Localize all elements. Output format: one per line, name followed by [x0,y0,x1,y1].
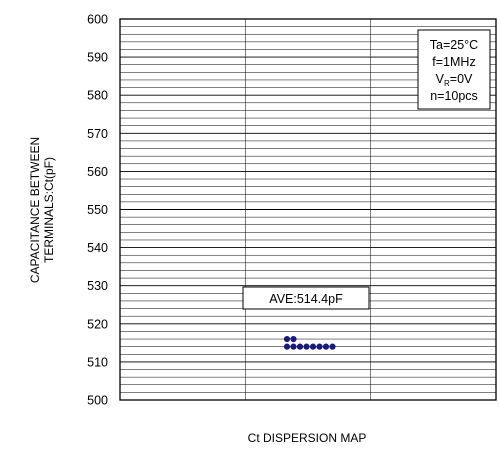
y-axis-ticks: 600 590 580 570 560 550 540 530 520 510 500 [87,13,108,408]
average-label: AVE:514.4pF [269,292,343,306]
y-tick-label: 580 [87,89,108,103]
data-point [296,343,304,350]
average-label-box: AVE:514.4pF [242,286,370,310]
cond-vr-sub: R [444,79,450,88]
y-tick-label: 530 [87,279,108,293]
data-point [283,335,291,343]
y-tick-label: 540 [87,241,108,255]
y-tick-label: 560 [87,165,108,179]
cond-vr-main: V [436,72,445,86]
data-point [329,343,336,350]
y-tick-label: 520 [87,317,108,331]
data-point [309,343,317,350]
y-axis-label: CAPACITANCE BETWEEN TERMINALS:Ct(pF) [28,137,56,283]
y-tick-label: 570 [87,127,108,141]
data-point [290,343,297,350]
y-axis-label-line2: TERMINALS:Ct(pF) [42,157,56,263]
y-tick-label: 510 [87,355,108,369]
y-tick-label: 550 [87,203,108,217]
data-point [303,343,310,350]
cond-vr-rest: =0V [450,72,473,86]
y-tick-label: 500 [87,394,108,408]
y-tick-label: 600 [87,13,108,27]
data-point [316,343,323,350]
data-point [290,335,297,343]
plot-frame [119,18,497,401]
cond-n: n=10pcs [430,89,478,103]
data-points [283,335,336,350]
data-point [322,343,330,350]
conditions-box: Ta=25°C f=1MHz VR=0V n=10pcs [417,29,491,110]
y-axis-label-line1: CAPACITANCE BETWEEN [28,137,42,283]
data-point [283,343,291,350]
y-tick-label: 590 [87,51,108,65]
x-axis-label: Ct DISPERSION MAP [248,431,367,445]
cond-ta: Ta=25°C [430,38,478,52]
cond-freq: f=1MHz [432,55,475,69]
cond-vr: VR=0V [436,72,473,88]
